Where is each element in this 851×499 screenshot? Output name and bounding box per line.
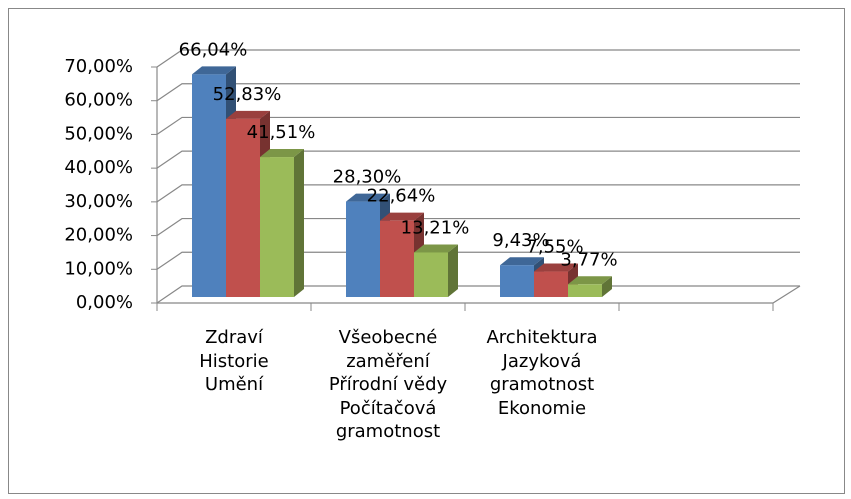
data-label: 66,04%	[179, 39, 248, 60]
data-label: 7,55%	[526, 237, 583, 258]
data-label: 13,21%	[401, 217, 470, 238]
bar-top	[568, 276, 612, 285]
bar-top	[192, 66, 236, 75]
bar	[192, 74, 226, 297]
bar-top	[226, 110, 270, 119]
y-tick-label: 40,00%	[64, 157, 133, 178]
x-tick-label: Zdraví Historie Umění	[199, 327, 269, 395]
data-label: 3,77%	[560, 249, 617, 270]
bar	[226, 118, 260, 298]
bar-side	[294, 149, 304, 297]
grid-line	[156, 251, 800, 270]
bar	[534, 271, 568, 297]
bar	[346, 201, 380, 297]
y-tick-label: 10,00%	[64, 258, 133, 279]
data-label: 22,64%	[367, 186, 436, 207]
grid-line	[156, 83, 800, 102]
grid-line	[156, 217, 800, 237]
grid-line	[156, 49, 800, 68]
y-tick-label: 20,00%	[64, 225, 133, 246]
bar-top	[414, 244, 458, 253]
data-label: 28,30%	[333, 167, 402, 188]
y-tick-label: 30,00%	[64, 191, 133, 212]
bar	[568, 284, 602, 297]
grid-line	[156, 150, 800, 169]
y-tick-label: 70,00%	[64, 56, 133, 77]
bar-top	[260, 149, 304, 158]
y-tick-label: 50,00%	[64, 123, 133, 144]
x-tick-label: Všeobecné zaměření Přírodní vědy Počítač…	[328, 327, 448, 442]
y-tick-label: 60,00%	[64, 90, 133, 111]
bar-top	[534, 263, 578, 272]
bar-top	[500, 257, 544, 266]
bar	[500, 265, 534, 297]
y-tick-label: 0,00%	[76, 292, 133, 313]
bar-top	[380, 212, 424, 221]
data-label: 41,51%	[247, 122, 316, 143]
grid-line	[156, 116, 800, 135]
bar	[260, 157, 294, 297]
data-label: 52,83%	[213, 84, 282, 105]
x-tick-label: Architektura Jazyková gramotnost Ekonomi…	[486, 327, 598, 419]
grid-line	[156, 184, 800, 203]
bar-side	[448, 244, 458, 297]
bar-side	[602, 276, 612, 297]
bar-top	[346, 193, 390, 202]
bar	[414, 252, 448, 297]
bar	[380, 220, 414, 297]
data-label: 9,43%	[492, 230, 549, 251]
